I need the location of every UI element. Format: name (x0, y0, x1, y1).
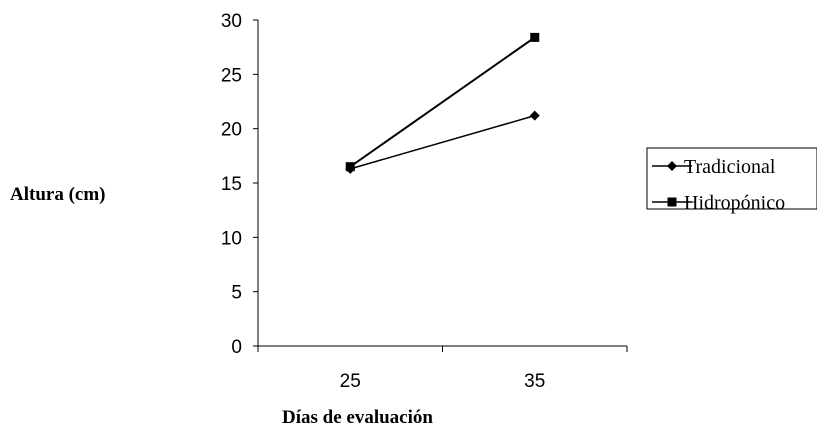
x-ticks: 25 35 (257, 346, 628, 392)
y-tick-label: 30 (221, 11, 242, 32)
data-point (345, 162, 355, 172)
series-hidropónico (345, 32, 540, 172)
data-point (530, 32, 540, 42)
legend-label: Tradicional (684, 156, 776, 178)
y-tick-label: 0 (231, 337, 242, 358)
y-ticks: 0 5 10 15 20 25 30 (221, 11, 258, 358)
series-line (349, 36, 536, 168)
y-axis: 0 5 10 15 20 25 30 (221, 11, 259, 358)
y-tick-label: 5 (231, 283, 242, 304)
x-axis: 25 35 (257, 345, 628, 392)
y-tick-label: 15 (221, 174, 242, 195)
y-tick-label: 20 (221, 120, 242, 141)
legend-label: Hidropónico (684, 192, 785, 214)
x-tick-label: 35 (524, 371, 545, 392)
y-tick-label: 25 (221, 65, 242, 86)
x-axis-title: Días de evaluación (282, 407, 433, 423)
legend: Tradicional Hidropónico (646, 147, 817, 214)
legend-item: Tradicional (652, 156, 776, 178)
series-tradicional (345, 110, 540, 174)
x-tick-label: 25 (340, 371, 361, 392)
legend-item: Hidropónico (652, 192, 785, 214)
data-point (529, 110, 540, 121)
legend-marker (667, 197, 677, 207)
series-line (350, 114, 535, 170)
y-axis-title: Altura (cm) (10, 184, 106, 205)
legend-marker (667, 161, 677, 171)
y-tick-label: 10 (221, 228, 242, 249)
series-layer (345, 32, 540, 174)
